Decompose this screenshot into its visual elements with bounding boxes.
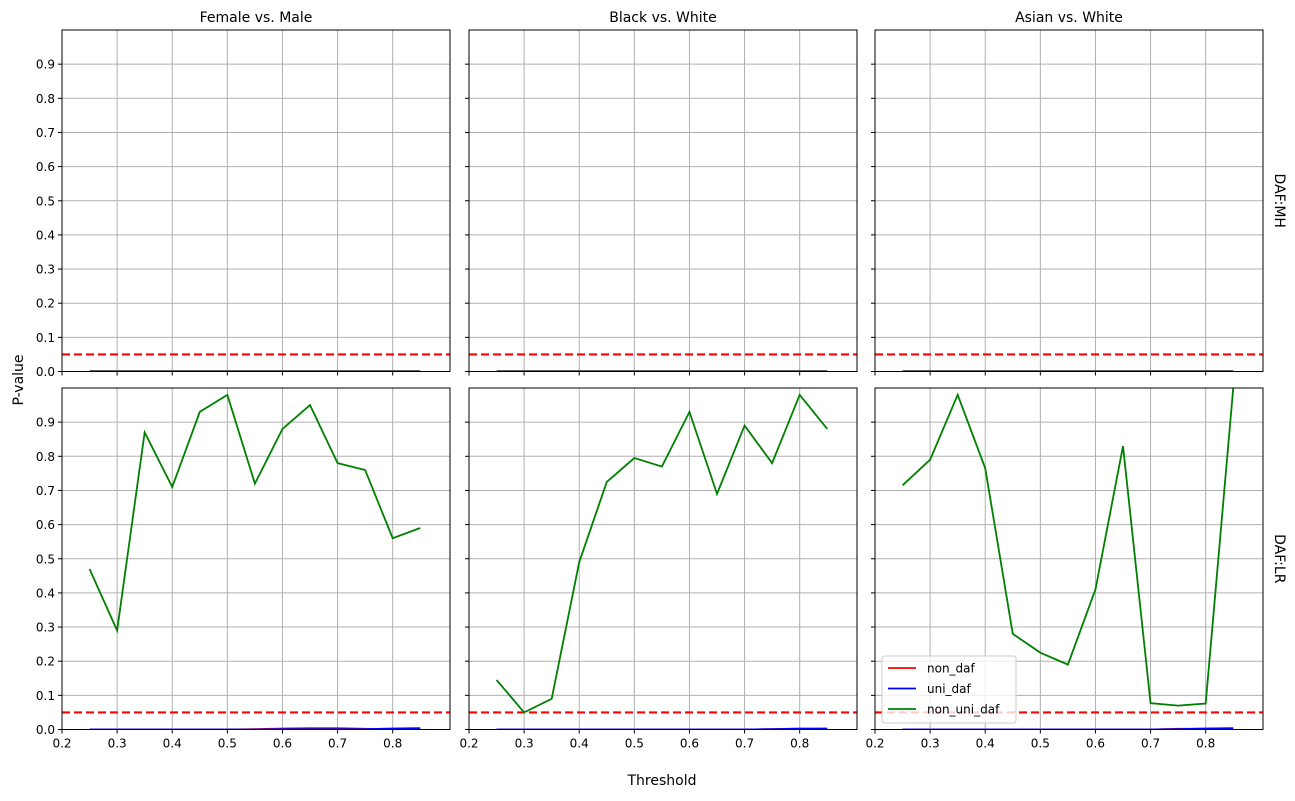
y-tick-label: 0.8	[36, 450, 55, 464]
x-tick-label: 0.7	[735, 737, 754, 751]
y-tick-label: 0.9	[36, 416, 55, 430]
x-tick-label: 0.6	[1086, 737, 1105, 751]
x-tick-label: 0.5	[625, 737, 644, 751]
x-tick-label: 0.4	[163, 737, 182, 751]
y-tick-label: 0.5	[36, 552, 55, 566]
subplot-daf-mh-1: Black vs. White	[465, 10, 858, 376]
subplot-grid: 0.0 0.1 0.2 0.3 0.4 0.5 0.6 0.7 0.8 0.9 Female vs.…	[36, 10, 1287, 751]
row-label: DAF:LR	[1271, 534, 1287, 584]
y-tick-label: 0.3	[36, 621, 55, 635]
legend-label: non_uni_daf	[927, 703, 1000, 717]
y-tick-label: 0.7	[36, 484, 55, 498]
x-tick-label: 0.8	[1196, 737, 1215, 751]
x-tick-label: 0.4	[570, 737, 589, 751]
series-non-uni-daf	[901, 388, 1235, 707]
row-label: DAF:MH	[1271, 174, 1287, 228]
series-non-uni-daf	[495, 393, 828, 714]
x-axis-label: Threshold	[627, 773, 697, 789]
y-tick-label: 0.8	[36, 92, 55, 106]
x-tick-label: 0.3	[921, 737, 940, 751]
subplot-daf-lr-2: 0.2 0.3 0.4 0.5 0.6 0.7 0.8 DAF:LR	[865, 387, 1287, 751]
x-tick-label: 0.7	[328, 737, 347, 751]
x-tick-label: 0.6	[680, 737, 699, 751]
y-tick-label: 0.6	[36, 518, 55, 532]
subplot-daf-lr-0: 0.2 0.3 0.4 0.5 0.6 0.7 0.8 0.0 0.1 0.2 0.3 0.4 0.5 0…	[36, 387, 451, 751]
y-tick-label: 0.7	[36, 126, 55, 140]
x-tick-label: 0.4	[976, 737, 995, 751]
y-tick-label: 0.4	[36, 586, 55, 600]
y-tick-label: 0.5	[36, 194, 55, 208]
x-tick-label: 0.3	[515, 737, 534, 751]
y-tick-label: 0.1	[36, 689, 55, 703]
y-tick-label: 0.2	[36, 297, 55, 311]
x-tick-label: 0.2	[52, 737, 71, 751]
column-title: Asian vs. White	[1015, 10, 1123, 26]
x-tick-label: 0.2	[459, 737, 478, 751]
legend-label: non_daf	[927, 662, 976, 676]
subplot-daf-mh-2: Asian vs. White DAF:MH	[871, 10, 1287, 376]
y-tick-label: 0.0	[36, 723, 55, 737]
column-title: Black vs. White	[609, 10, 717, 26]
y-tick-label: 0.4	[36, 228, 55, 242]
x-tick-label: 0.7	[1141, 737, 1160, 751]
legend-box	[881, 655, 1017, 724]
y-tick-label: 0.1	[36, 331, 55, 345]
series-non-uni-daf	[88, 393, 421, 634]
y-axis-label: P-value	[11, 354, 27, 405]
x-tick-label: 0.6	[273, 737, 292, 751]
x-tick-label: 0.5	[1031, 737, 1050, 751]
x-tick-label: 0.3	[108, 737, 127, 751]
y-tick-label: 0.3	[36, 263, 55, 277]
x-tick-label: 0.5	[218, 737, 237, 751]
legend: non_daf uni_daf non_uni_daf	[881, 655, 1017, 724]
x-tick-label: 0.8	[790, 737, 809, 751]
column-title: Female vs. Male	[200, 10, 313, 26]
y-tick-label: 0.2	[36, 655, 55, 669]
y-tick-label: 0.9	[36, 58, 55, 72]
x-tick-label: 0.2	[865, 737, 884, 751]
y-tick-label: 0.0	[36, 365, 55, 379]
x-tick-label: 0.8	[383, 737, 402, 751]
subplot-daf-mh-0: 0.0 0.1 0.2 0.3 0.4 0.5 0.6 0.7 0.8 0.9 Female vs.…	[36, 10, 451, 379]
y-tick-label: 0.6	[36, 160, 55, 174]
subplot-daf-lr-1: 0.2 0.3 0.4 0.5 0.6 0.7 0.8	[459, 387, 858, 751]
legend-label: uni_daf	[927, 682, 972, 696]
